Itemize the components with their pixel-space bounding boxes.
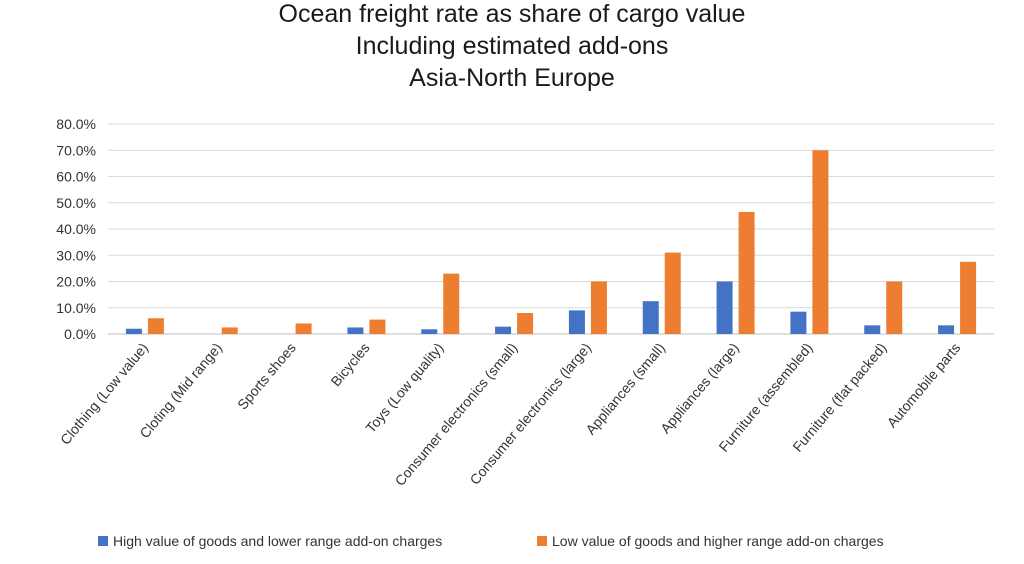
chart-title-line-3: Asia-North Europe [409,64,615,92]
y-tick-label: 20.0% [56,274,96,290]
x-tick-label: Consumer electronics (small) [392,340,521,489]
bar [568,310,585,334]
y-tick-label: 80.0% [56,116,96,132]
legend-label: Low value of goods and higher range add-… [552,533,884,549]
y-tick-label: 70.0% [56,142,96,158]
bar [864,325,881,334]
x-tick-label: Toys (Low quality) [362,340,446,436]
bar [664,252,681,334]
x-tick-label: Bicycles [327,340,372,390]
y-tick-label: 60.0% [56,169,96,185]
bar [369,319,386,334]
bar [295,323,312,334]
chart-title-line-1: Ocean freight rate as share of cargo val… [279,0,746,28]
x-tick-label: Appliances (small) [582,340,668,438]
legend-swatch [537,536,547,546]
bar [790,311,807,334]
x-tick-label: Sports shoes [234,340,299,413]
x-tick-label: Cloting (Mid range) [136,340,225,441]
y-tick-label: 0.0% [64,326,96,342]
bar [642,301,659,334]
bar [495,326,512,334]
x-tick-label: Automobile parts [884,340,964,431]
y-tick-label: 40.0% [56,221,96,237]
chart-title: Ocean freight rate as share of cargo val… [279,0,746,92]
chart-title-line-2: Including estimated add-ons [356,32,669,60]
bars [125,150,977,334]
bar [443,273,460,334]
bar [421,329,438,334]
bar [812,150,829,334]
y-tick-label: 30.0% [56,247,96,263]
bar [347,327,364,334]
x-tick-label: Appliances (large) [657,340,742,437]
gridlines [108,123,994,335]
bar [221,327,238,334]
x-axis-ticks: Clothing (Low value)Cloting (Mid range) S… [57,340,963,489]
bar [147,318,164,334]
bar [886,281,903,334]
bar [517,313,534,334]
y-axis-ticks: 0.0% 10.0% 20.0% 30.0% 40.0% 50.0% 60.0% 70.0% 8… [56,116,96,342]
y-tick-label: 50.0% [56,195,96,211]
bar [938,325,955,334]
bar [738,211,755,334]
bar [125,328,142,334]
bar [590,281,607,334]
legend: High value of goods and lower range add-… [98,533,884,549]
legend-swatch [98,536,108,546]
bar [716,281,733,334]
bar [960,261,977,334]
x-tick-label: Consumer electronics (large) [466,340,594,488]
legend-label: High value of goods and lower range add-… [113,533,442,549]
y-tick-label: 10.0% [56,300,96,316]
